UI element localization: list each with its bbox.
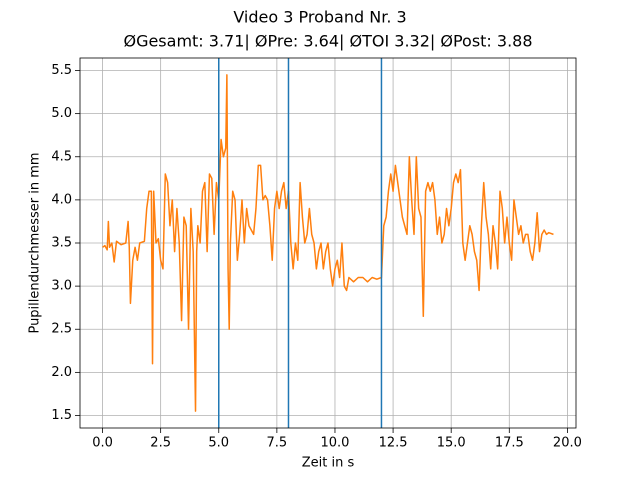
y-tick-label: 5.5 <box>51 63 72 78</box>
y-tick-label: 5.0 <box>51 106 72 121</box>
y-tick-label: 3.5 <box>51 236 72 251</box>
data-line <box>102 74 554 412</box>
y-tick-label: 2.0 <box>51 365 72 380</box>
x-tick-label: 0.0 <box>92 436 113 451</box>
y-tick-label: 4.5 <box>51 149 72 164</box>
x-tick-label: 5.0 <box>208 436 229 451</box>
x-tick-label: 17.5 <box>495 436 524 451</box>
y-tick-label: 3.0 <box>51 279 72 294</box>
x-tick-label: 20.0 <box>553 436 582 451</box>
y-tick-label: 1.5 <box>51 408 72 423</box>
plot-frame <box>79 57 577 429</box>
y-tick-label: 4.0 <box>51 192 72 207</box>
x-axis-label: Zeit in s <box>302 456 355 471</box>
chart-subtitle: ØGesamt: 3.71| ØPre: 3.64| ØTOI 3.32| ØP… <box>123 32 532 51</box>
y-tick-label: 2.5 <box>51 322 72 337</box>
x-tick-label: 15.0 <box>437 436 466 451</box>
x-tick-label: 12.5 <box>379 436 408 451</box>
x-tick-label: 2.5 <box>150 436 171 451</box>
x-tick-label: 10.0 <box>320 436 349 451</box>
chart-title: Video 3 Proband Nr. 3 <box>233 8 406 27</box>
x-tick-label: 7.5 <box>267 436 288 451</box>
y-axis-label: Pupillendurchmesser in mm <box>28 152 43 333</box>
